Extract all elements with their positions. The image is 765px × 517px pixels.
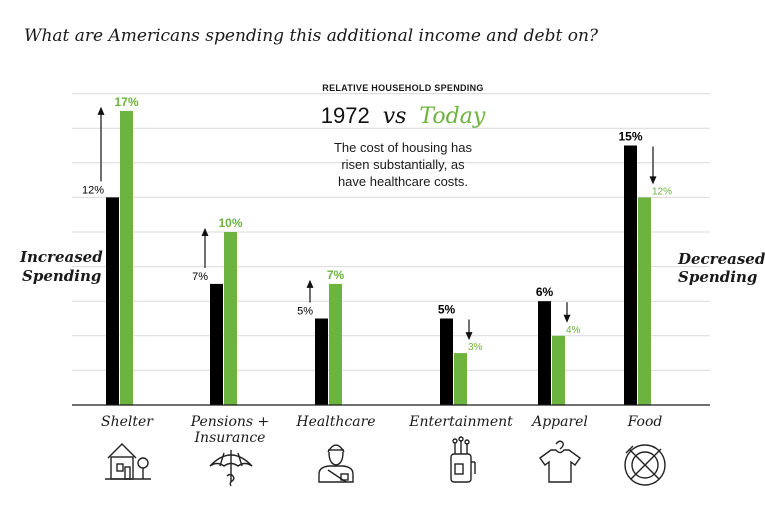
bar-today-entertainment bbox=[454, 353, 467, 405]
bar-1972-entertainment bbox=[440, 318, 453, 405]
category-label-pensions-insurance: Pensions + bbox=[190, 414, 270, 430]
umbrella-icon bbox=[209, 450, 253, 487]
label-today-apparel: 4% bbox=[566, 325, 581, 336]
compare-vs: vs bbox=[383, 104, 407, 129]
golf-bag-icon bbox=[450, 436, 476, 483]
chart-subtitle: RELATIVE HOUSEHOLD SPENDING bbox=[322, 83, 483, 93]
compare-today: Today bbox=[419, 104, 485, 129]
note-line-2: risen substantially, as bbox=[341, 157, 465, 172]
label-today-entertainment: 3% bbox=[468, 342, 483, 353]
label-today-healthcare: 7% bbox=[327, 268, 345, 282]
decreased-label-1: Decreased bbox=[677, 250, 765, 268]
headline: What are Americans spending this additio… bbox=[24, 26, 599, 46]
label-today-shelter: 17% bbox=[114, 95, 138, 109]
bar-today-food bbox=[638, 197, 651, 405]
increase-arrowhead bbox=[201, 228, 209, 236]
gridlines bbox=[72, 93, 710, 371]
category-label-entertainment: Entertainment bbox=[408, 414, 513, 430]
label-1972-pensions-insurance: 7% bbox=[192, 271, 208, 283]
label-today-pensions-insurance: 10% bbox=[218, 216, 242, 230]
decrease-arrowhead bbox=[649, 176, 657, 185]
doctor-icon bbox=[318, 444, 354, 483]
shirt-icon bbox=[539, 440, 581, 483]
category-labels: Shelter Pensions +Insurance Healthcare Ente… bbox=[101, 414, 662, 446]
category-label-food: Food bbox=[627, 414, 663, 430]
increase-arrowhead bbox=[97, 106, 105, 115]
label-today-food: 12% bbox=[652, 186, 672, 197]
label-1972-shelter: 12% bbox=[82, 184, 104, 196]
category-label-healthcare: Healthcare bbox=[295, 414, 375, 430]
label-1972-apparel: 6% bbox=[536, 285, 554, 299]
bar-today-healthcare bbox=[329, 283, 342, 405]
bar-1972-healthcare bbox=[315, 318, 328, 405]
label-1972-healthcare: 5% bbox=[297, 306, 313, 318]
bar-1972-pensions-insurance bbox=[210, 283, 223, 405]
house-icon bbox=[105, 443, 151, 480]
bar-today-pensions-insurance bbox=[224, 232, 237, 405]
bar-1972-shelter bbox=[106, 197, 119, 405]
plate-icon bbox=[624, 444, 666, 486]
bar-today-shelter bbox=[120, 110, 133, 406]
increase-arrowhead bbox=[306, 279, 314, 288]
increased-label-1: Increased bbox=[19, 248, 103, 266]
category-label-shelter: Shelter bbox=[101, 414, 154, 430]
note-line-1: The cost of housing has bbox=[334, 140, 473, 155]
increased-label-2: Spending bbox=[22, 267, 101, 285]
decrease-arrowhead bbox=[465, 332, 473, 341]
bars-group: 12% 17% 7% 10% 5% 7% 5% 3% 6% 4% 15% 12% bbox=[82, 95, 672, 406]
bar-today-apparel bbox=[552, 335, 565, 405]
decreased-label-2: Spending bbox=[678, 268, 757, 286]
category-label-pensions-insurance: Insurance bbox=[194, 430, 266, 446]
bar-1972-food bbox=[624, 145, 637, 405]
compare-title: 1972 vs Today bbox=[321, 103, 486, 129]
bar-1972-apparel bbox=[538, 301, 551, 405]
note-line-3: have healthcare costs. bbox=[338, 174, 468, 189]
label-1972-food: 15% bbox=[618, 130, 642, 144]
category-label-apparel: Apparel bbox=[530, 414, 588, 430]
decrease-arrowhead bbox=[563, 314, 571, 323]
compare-year: 1972 bbox=[321, 103, 370, 128]
label-1972-entertainment: 5% bbox=[438, 303, 456, 317]
